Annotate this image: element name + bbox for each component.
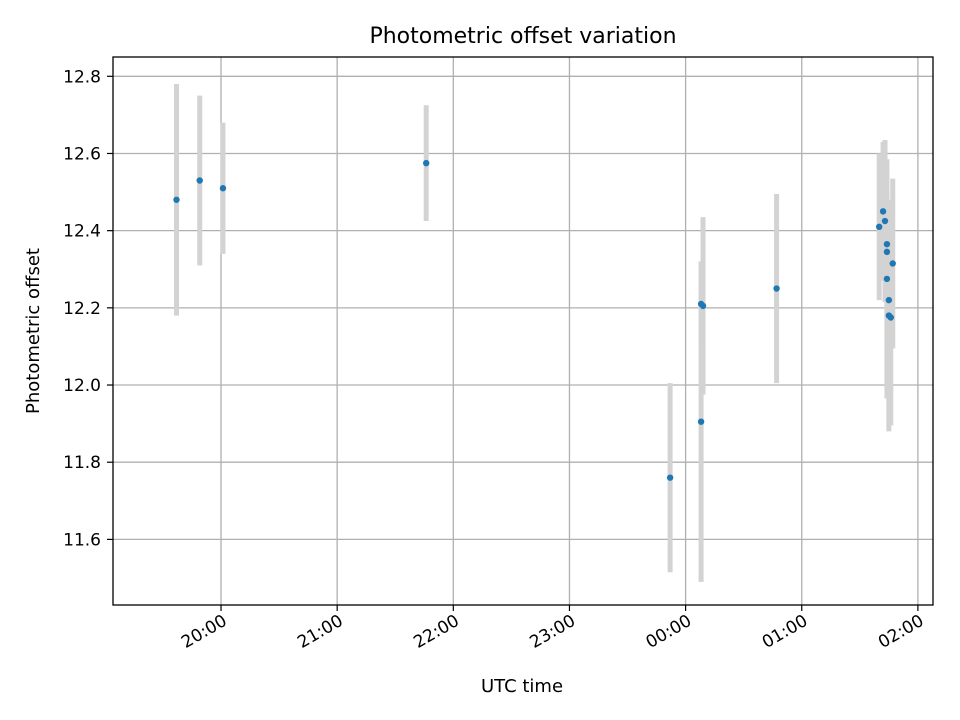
y-axis-ticks: 11.6 11.8 12.0 12.2 12.4 12.6 12.8 [63,67,113,550]
x-axis-ticks: 20:00 21:00 22:00 23:00 00:00 01:00 02:00 [178,605,927,653]
grid-lines [113,57,933,605]
y-axis-label: Photometric offset [23,248,44,414]
data-point [773,285,780,292]
y-tick-label: 11.8 [63,453,101,473]
data-point [883,240,891,248]
x-tick-label: 20:00 [178,611,230,653]
data-point [875,223,883,231]
data-point [887,314,894,321]
data-point [423,159,430,167]
chart-title: Photometric offset variation [369,24,676,49]
data-point [697,418,705,425]
x-tick-label: 01:00 [759,611,811,653]
data-points [173,159,896,481]
data-point [699,302,707,310]
data-point [881,217,889,225]
y-tick-label: 12.0 [63,376,101,396]
data-point [173,196,180,203]
data-point [879,208,887,215]
plot-frame [112,56,934,606]
data-point [219,185,227,192]
y-tick-label: 12.8 [63,67,101,87]
error-bars [173,84,896,582]
data-point [889,260,896,267]
x-tick-label: 22:00 [410,611,462,653]
x-tick-label: 21:00 [294,611,346,653]
data-point [883,248,891,256]
y-tick-label: 12.2 [63,299,101,319]
y-tick-label: 12.6 [63,144,101,164]
y-tick-label: 11.6 [63,530,101,550]
data-point [666,474,674,481]
x-axis-label: UTC time [481,676,563,697]
x-tick-label: 02:00 [875,611,927,653]
data-point [883,275,891,283]
y-tick-label: 12.4 [63,222,101,242]
x-tick-label: 00:00 [643,611,695,653]
data-point [885,296,893,304]
x-tick-label: 23:00 [527,611,579,653]
data-point [196,177,203,184]
